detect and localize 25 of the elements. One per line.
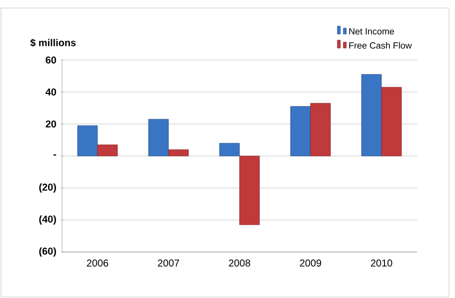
bar — [77, 125, 98, 156]
legend-label: Free Cash Flow — [349, 42, 412, 49]
bar — [361, 74, 382, 156]
bar — [97, 144, 118, 156]
bar — [310, 103, 331, 156]
x-tick-label: 2010 — [370, 260, 392, 267]
x-tick-label: 2006 — [86, 260, 108, 267]
bar — [239, 156, 260, 225]
y-tick-label: - — [54, 154, 56, 156]
y-tick-label: 20 — [46, 120, 56, 128]
y-tick-label: 40 — [46, 88, 56, 96]
bar — [219, 143, 240, 156]
y-tick-label: 60 — [46, 56, 56, 64]
legend-label: Net Income — [349, 28, 394, 34]
x-tick-label: 2009 — [300, 260, 322, 267]
bar — [381, 87, 402, 156]
bar — [290, 106, 311, 156]
bar — [168, 149, 189, 156]
bar — [148, 119, 169, 156]
y-tick-label: (40) — [39, 215, 56, 225]
x-tick-label: 2007 — [158, 260, 180, 267]
y-axis-title: $ millions — [30, 38, 76, 47]
x-tick-label: 2008 — [228, 260, 250, 267]
y-tick-label: (20) — [39, 183, 56, 193]
y-tick-label: (60) — [39, 247, 56, 257]
